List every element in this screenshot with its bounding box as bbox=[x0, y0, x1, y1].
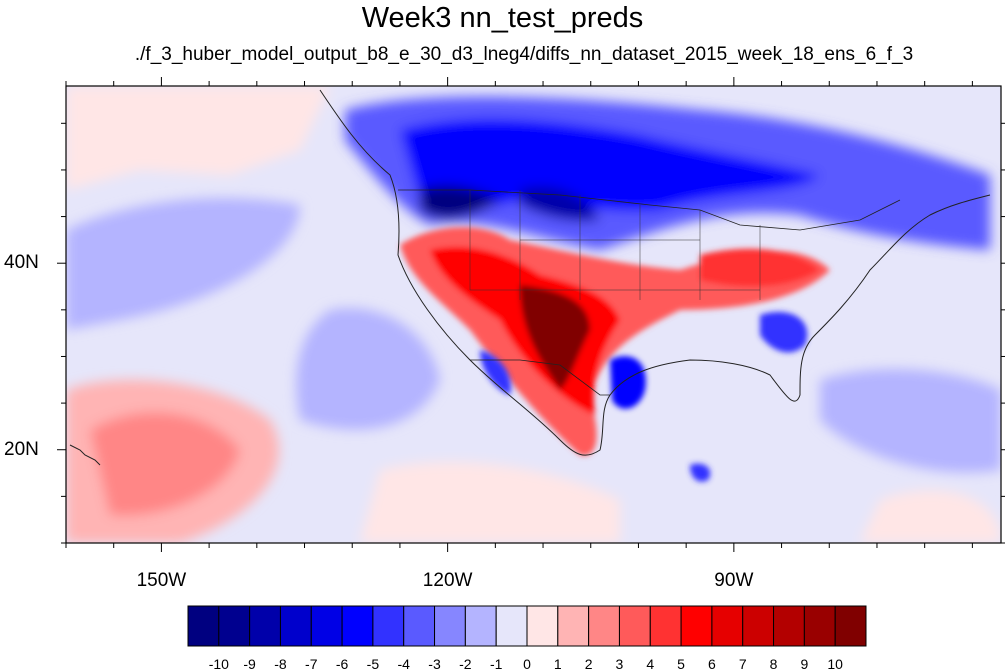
colorbar-swatch bbox=[341, 605, 374, 647]
colorbar-level-label: 3 bbox=[615, 656, 624, 672]
field-pale-blue-baja-west bbox=[296, 308, 440, 430]
colorbar-swatch bbox=[803, 605, 836, 647]
field-pale-red-nw bbox=[66, 86, 330, 190]
colorbar-level-label: -4 bbox=[397, 656, 410, 672]
colorbar-swatch bbox=[588, 605, 620, 647]
field-blue-caribbean bbox=[690, 463, 711, 482]
field-blue-texas bbox=[610, 356, 646, 409]
field-pale-blue-pacific bbox=[66, 198, 300, 330]
colorbar-level-label: -1 bbox=[489, 656, 503, 672]
colorbar-swatch bbox=[680, 605, 713, 647]
colorbar-level-label: 9 bbox=[800, 656, 809, 672]
colorbar-level-label: -10 bbox=[208, 656, 229, 672]
field-mid-red-hawaii bbox=[90, 412, 240, 516]
map-ticks bbox=[57, 77, 1005, 552]
colorbar-level-label: 4 bbox=[646, 656, 655, 672]
colorbar-level-label: -7 bbox=[305, 656, 318, 672]
lat-tick-label: 20N bbox=[4, 438, 39, 460]
us-mexico-border bbox=[470, 359, 610, 396]
lon-tick-label: 120W bbox=[422, 570, 473, 591]
colorbar-swatch bbox=[649, 605, 682, 647]
colorbar-swatch bbox=[557, 605, 590, 647]
lon-tick-label: 90W bbox=[714, 570, 754, 591]
field-dark-red-core bbox=[520, 285, 590, 390]
field-pale-red-south bbox=[360, 461, 620, 543]
coastline bbox=[319, 89, 991, 456]
colorbar-level-label: -3 bbox=[428, 656, 441, 672]
state-borders bbox=[469, 190, 761, 300]
colorbar-level-label: 8 bbox=[769, 656, 778, 672]
colorbar-swatch bbox=[434, 605, 466, 647]
field-dark-blue-pnw bbox=[420, 185, 500, 219]
hawaii-islands bbox=[69, 444, 101, 466]
colorbar-swatch bbox=[526, 605, 559, 647]
colorbar-swatch bbox=[618, 605, 651, 647]
colorbar-swatch bbox=[310, 605, 343, 647]
colorbar-swatch bbox=[742, 605, 775, 647]
colorbar-level-label: -5 bbox=[366, 656, 380, 672]
plot-title: Week3 nn_test_preds bbox=[361, 2, 644, 34]
colorbar-level-label: 0 bbox=[523, 656, 531, 672]
colorbar-swatch bbox=[403, 605, 436, 647]
field-pale-blue-atlantic bbox=[820, 369, 1001, 473]
colorbar-level-label: -6 bbox=[335, 656, 349, 672]
colorbar-swatch bbox=[711, 605, 744, 647]
colorbar-swatch bbox=[834, 605, 867, 647]
lat-tick-label: 40N bbox=[4, 252, 39, 274]
field-blue-core bbox=[400, 118, 820, 212]
field-bright-red bbox=[430, 246, 620, 415]
colorbar-swatch bbox=[187, 605, 220, 647]
colorbar-level-label: 7 bbox=[738, 656, 747, 672]
colorbar-level-label: -2 bbox=[459, 656, 472, 672]
lon-tick-label: 150W bbox=[136, 570, 187, 591]
colorbar-level-label: 6 bbox=[708, 656, 716, 672]
colorbar-level-label: 5 bbox=[677, 656, 685, 672]
colorbar-level-label: -9 bbox=[243, 656, 256, 672]
colorbar-level-label: 1 bbox=[553, 656, 562, 672]
colorbar-swatch bbox=[279, 605, 312, 647]
colorbar-swatch bbox=[218, 605, 251, 647]
colorbar-swatch bbox=[773, 605, 805, 647]
colorbar-level-label: 2 bbox=[584, 656, 593, 672]
anomaly-field bbox=[66, 86, 1001, 543]
map-frame bbox=[65, 85, 1002, 544]
colorbar-level-label: 10 bbox=[827, 656, 843, 672]
colorbar-level-label: -8 bbox=[274, 656, 287, 672]
colorbar-swatch bbox=[464, 605, 497, 647]
field-blue-baja bbox=[480, 350, 511, 395]
colorbar-swatch bbox=[249, 605, 281, 647]
colorbar-swatch bbox=[495, 605, 528, 647]
colorbar-swatch bbox=[372, 605, 405, 647]
field-pale-red-se bbox=[860, 490, 1001, 543]
field-blue-southeast bbox=[760, 311, 808, 353]
plot-subtitle: ./f_3_huber_model_output_b8_e_30_d3_lneg… bbox=[134, 44, 914, 65]
